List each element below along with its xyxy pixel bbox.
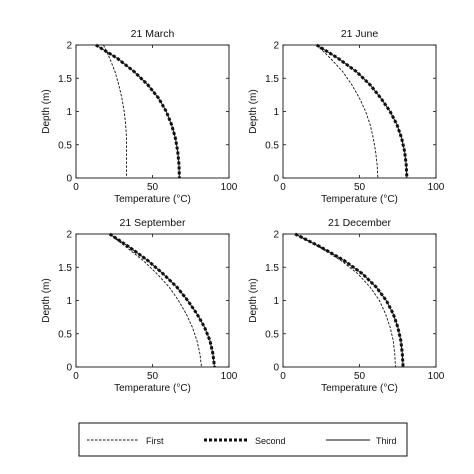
chart-panel-4: 21 December 0 50 100 0 0.5 1 1.5 2 Temperature (°…: [248, 217, 445, 394]
legend-label-second: Second: [255, 436, 286, 446]
y-tick-label: 1: [273, 107, 279, 118]
y-tick-label: 1.5: [265, 263, 279, 274]
y-tick-label: 2: [273, 230, 279, 241]
y-tick-label: 2: [273, 41, 279, 52]
chart-title: 21 December: [328, 217, 392, 229]
series-line-first: [316, 44, 379, 179]
x-tick-label: 50: [354, 371, 366, 382]
x-tick-label: 0: [73, 371, 79, 382]
y-tick-label: 1: [66, 107, 72, 118]
y-tick-label: 1: [66, 296, 72, 307]
series-line-third: [109, 233, 215, 368]
chart-title: 21 June: [341, 28, 379, 40]
series-line-third: [294, 233, 404, 368]
series-line-second: [95, 43, 181, 179]
y-tick-label: 0.5: [265, 329, 279, 340]
x-axis-label: Temperature (°C): [321, 383, 398, 394]
plot-area: [75, 44, 230, 179]
series-line-first: [103, 44, 127, 178]
x-tick-label: 100: [428, 182, 445, 193]
plot-area: [75, 233, 230, 368]
x-tick-label: 50: [354, 182, 366, 193]
y-tick-label: 0.5: [58, 140, 72, 151]
chart-title: 21 March: [131, 28, 175, 40]
legend: First Second Third: [78, 422, 408, 457]
series-line-first: [109, 233, 202, 368]
plot-area: [282, 233, 437, 368]
y-tick-label: 1.5: [265, 74, 279, 85]
y-axis-label: Depth (m): [248, 89, 259, 133]
x-axis-label: Temperature (°C): [114, 383, 191, 394]
x-tick-label: 100: [221, 371, 238, 382]
y-tick-label: 0: [273, 363, 279, 374]
chart-panel-3: 21 September 0 50 100 0 0.5 1 1.5 2 Temperature (…: [41, 217, 238, 394]
series-line-second: [294, 232, 405, 368]
series-line-second: [108, 232, 216, 368]
legend-label-third: Third: [376, 436, 397, 446]
x-tick-label: 100: [428, 371, 445, 382]
chart-panel-2: 21 June 0 50 100 0 0.5 1 1.5 2 Temperature (°C) De…: [248, 28, 445, 205]
y-tick-label: 1.5: [58, 74, 72, 85]
y-tick-label: 0: [66, 174, 72, 185]
series-line-first: [294, 233, 396, 368]
chart-title: 21 September: [120, 217, 186, 229]
y-axis-label: Depth (m): [248, 278, 259, 322]
legend-box: [78, 422, 408, 457]
series-line-third: [95, 44, 180, 179]
y-tick-label: 0: [273, 174, 279, 185]
x-tick-label: 0: [73, 182, 79, 193]
series-line-second: [315, 43, 409, 179]
legend-label-first: First: [146, 436, 164, 446]
x-tick-label: 50: [147, 182, 159, 193]
series-line-third: [316, 44, 408, 179]
y-axis-label: Depth (m): [41, 89, 52, 133]
plot-area: [282, 44, 437, 179]
x-axis-label: Temperature (°C): [321, 194, 398, 205]
x-axis-label: Temperature (°C): [114, 194, 191, 205]
y-tick-label: 1: [273, 296, 279, 307]
x-tick-label: 50: [147, 371, 159, 382]
y-tick-label: 0.5: [265, 140, 279, 151]
x-tick-label: 100: [221, 182, 238, 193]
chart-panel-1: 21 March 0 50 100 0 0.5 1 1.5 2 Temperature (°C) D…: [41, 28, 238, 205]
y-axis-label: Depth (m): [41, 278, 52, 322]
y-tick-label: 1.5: [58, 263, 72, 274]
y-tick-label: 2: [66, 41, 72, 52]
x-tick-label: 0: [280, 182, 286, 193]
x-tick-label: 0: [280, 371, 286, 382]
y-tick-label: 0: [66, 363, 72, 374]
y-tick-label: 2: [66, 230, 72, 241]
y-tick-label: 0.5: [58, 329, 72, 340]
